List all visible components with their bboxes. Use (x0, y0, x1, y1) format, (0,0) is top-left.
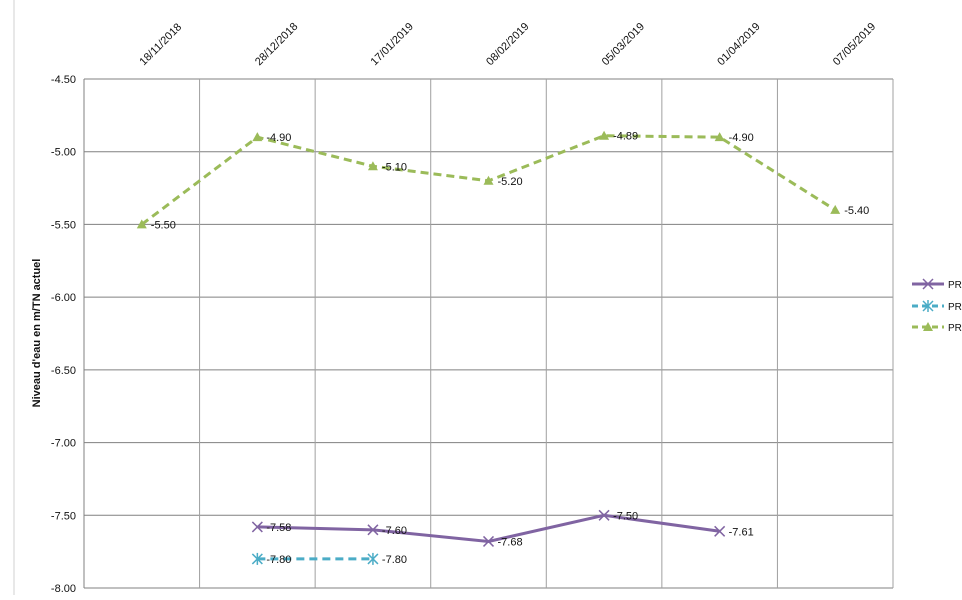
marker-star (251, 552, 263, 565)
series-line (257, 513, 720, 543)
marker-star (367, 552, 379, 565)
y-tick-label: -7.00 (51, 438, 76, 450)
y-axis-label: Niveau d'eau en m/TN actuel (31, 259, 43, 408)
y-axis-ticks: -4.50 -5.00 -5.50 -6.00 -6.50 -7.00 -7.50 -8.00 (51, 74, 76, 595)
marker-x (482, 535, 495, 547)
y-tick-label: -8.00 (51, 583, 76, 595)
series-group: -7.58 -7.60 -7.68 -7.50 -7.61 -7.80 -7.80 -5.50… (136, 130, 869, 566)
marker-triangle (599, 130, 610, 140)
x-tick-label: 17/01/2019 (369, 21, 416, 68)
x-tick-label: 07/05/2019 (831, 21, 878, 68)
marker-triangle (714, 132, 725, 142)
data-label: -7.60 (382, 525, 407, 537)
x-tick-label: 28/12/2018 (253, 21, 300, 68)
x-tick-label: 05/03/2019 (600, 21, 647, 68)
legend-label: PR (948, 280, 962, 291)
marker-stroke (922, 278, 934, 290)
marker-triangle (136, 219, 147, 229)
marker-triangle (252, 132, 263, 142)
marker-triangle (367, 161, 378, 171)
marker-stroke (251, 521, 263, 533)
y-tick-label: -5.00 (51, 147, 76, 159)
x-axis-ticks: 18/11/2018 28/12/2018 17/01/2019 08/02/2019… (137, 21, 878, 68)
data-label: -7.58 (266, 522, 291, 534)
x-tick-label: 01/04/2019 (715, 21, 762, 68)
marker-stroke (367, 524, 379, 536)
legend: PR PR PR (912, 278, 962, 334)
legend-item-1: PR (912, 300, 962, 313)
data-label: -7.80 (382, 554, 407, 566)
data-label: -4.90 (266, 132, 291, 144)
grid (83, 78, 894, 589)
legend-label: PR (948, 323, 962, 334)
y-tick-label: -5.50 (51, 219, 76, 231)
marker-star (922, 300, 934, 312)
series-2: -5.50 -4.90 -5.10 -5.20 -4.89 -4.90 -5.40 (136, 130, 869, 231)
marker-stroke (598, 509, 610, 521)
marker-triangle (923, 322, 933, 331)
y-tick-label: -6.50 (51, 365, 76, 377)
marker-stroke (482, 535, 495, 547)
marker-triangle (483, 175, 494, 185)
series-1: -7.80 -7.80 (251, 552, 407, 566)
y-tick-label: -7.50 (51, 510, 76, 522)
y-tick-label: -4.50 (51, 74, 76, 86)
data-label: -5.10 (382, 161, 407, 173)
legend-item-0: PR (912, 278, 962, 291)
x-tick-label: 08/02/2019 (484, 21, 531, 68)
legend-item-2: PR (912, 322, 962, 334)
marker-triangle (830, 204, 841, 214)
marker-x (922, 278, 934, 290)
data-label: -7.68 (498, 536, 523, 548)
x-tick-label: 18/11/2018 (137, 21, 184, 68)
data-label: -5.40 (844, 205, 869, 217)
marker-stroke (714, 525, 726, 537)
data-label: -4.89 (613, 131, 638, 143)
data-label: -7.50 (613, 510, 638, 522)
legend-label: PR (948, 302, 962, 313)
series-0: -7.58 -7.60 -7.68 -7.50 -7.61 (251, 509, 754, 548)
marker-x (714, 525, 726, 537)
marker-x (367, 524, 379, 536)
y-tick-label: -6.00 (51, 292, 76, 304)
marker-x (598, 509, 610, 521)
data-label: -7.61 (729, 526, 754, 538)
marker-x (251, 521, 263, 533)
data-label: -4.90 (729, 132, 754, 144)
data-label: -7.80 (266, 554, 291, 566)
data-label: -5.50 (151, 219, 176, 231)
data-label: -5.20 (498, 176, 523, 188)
